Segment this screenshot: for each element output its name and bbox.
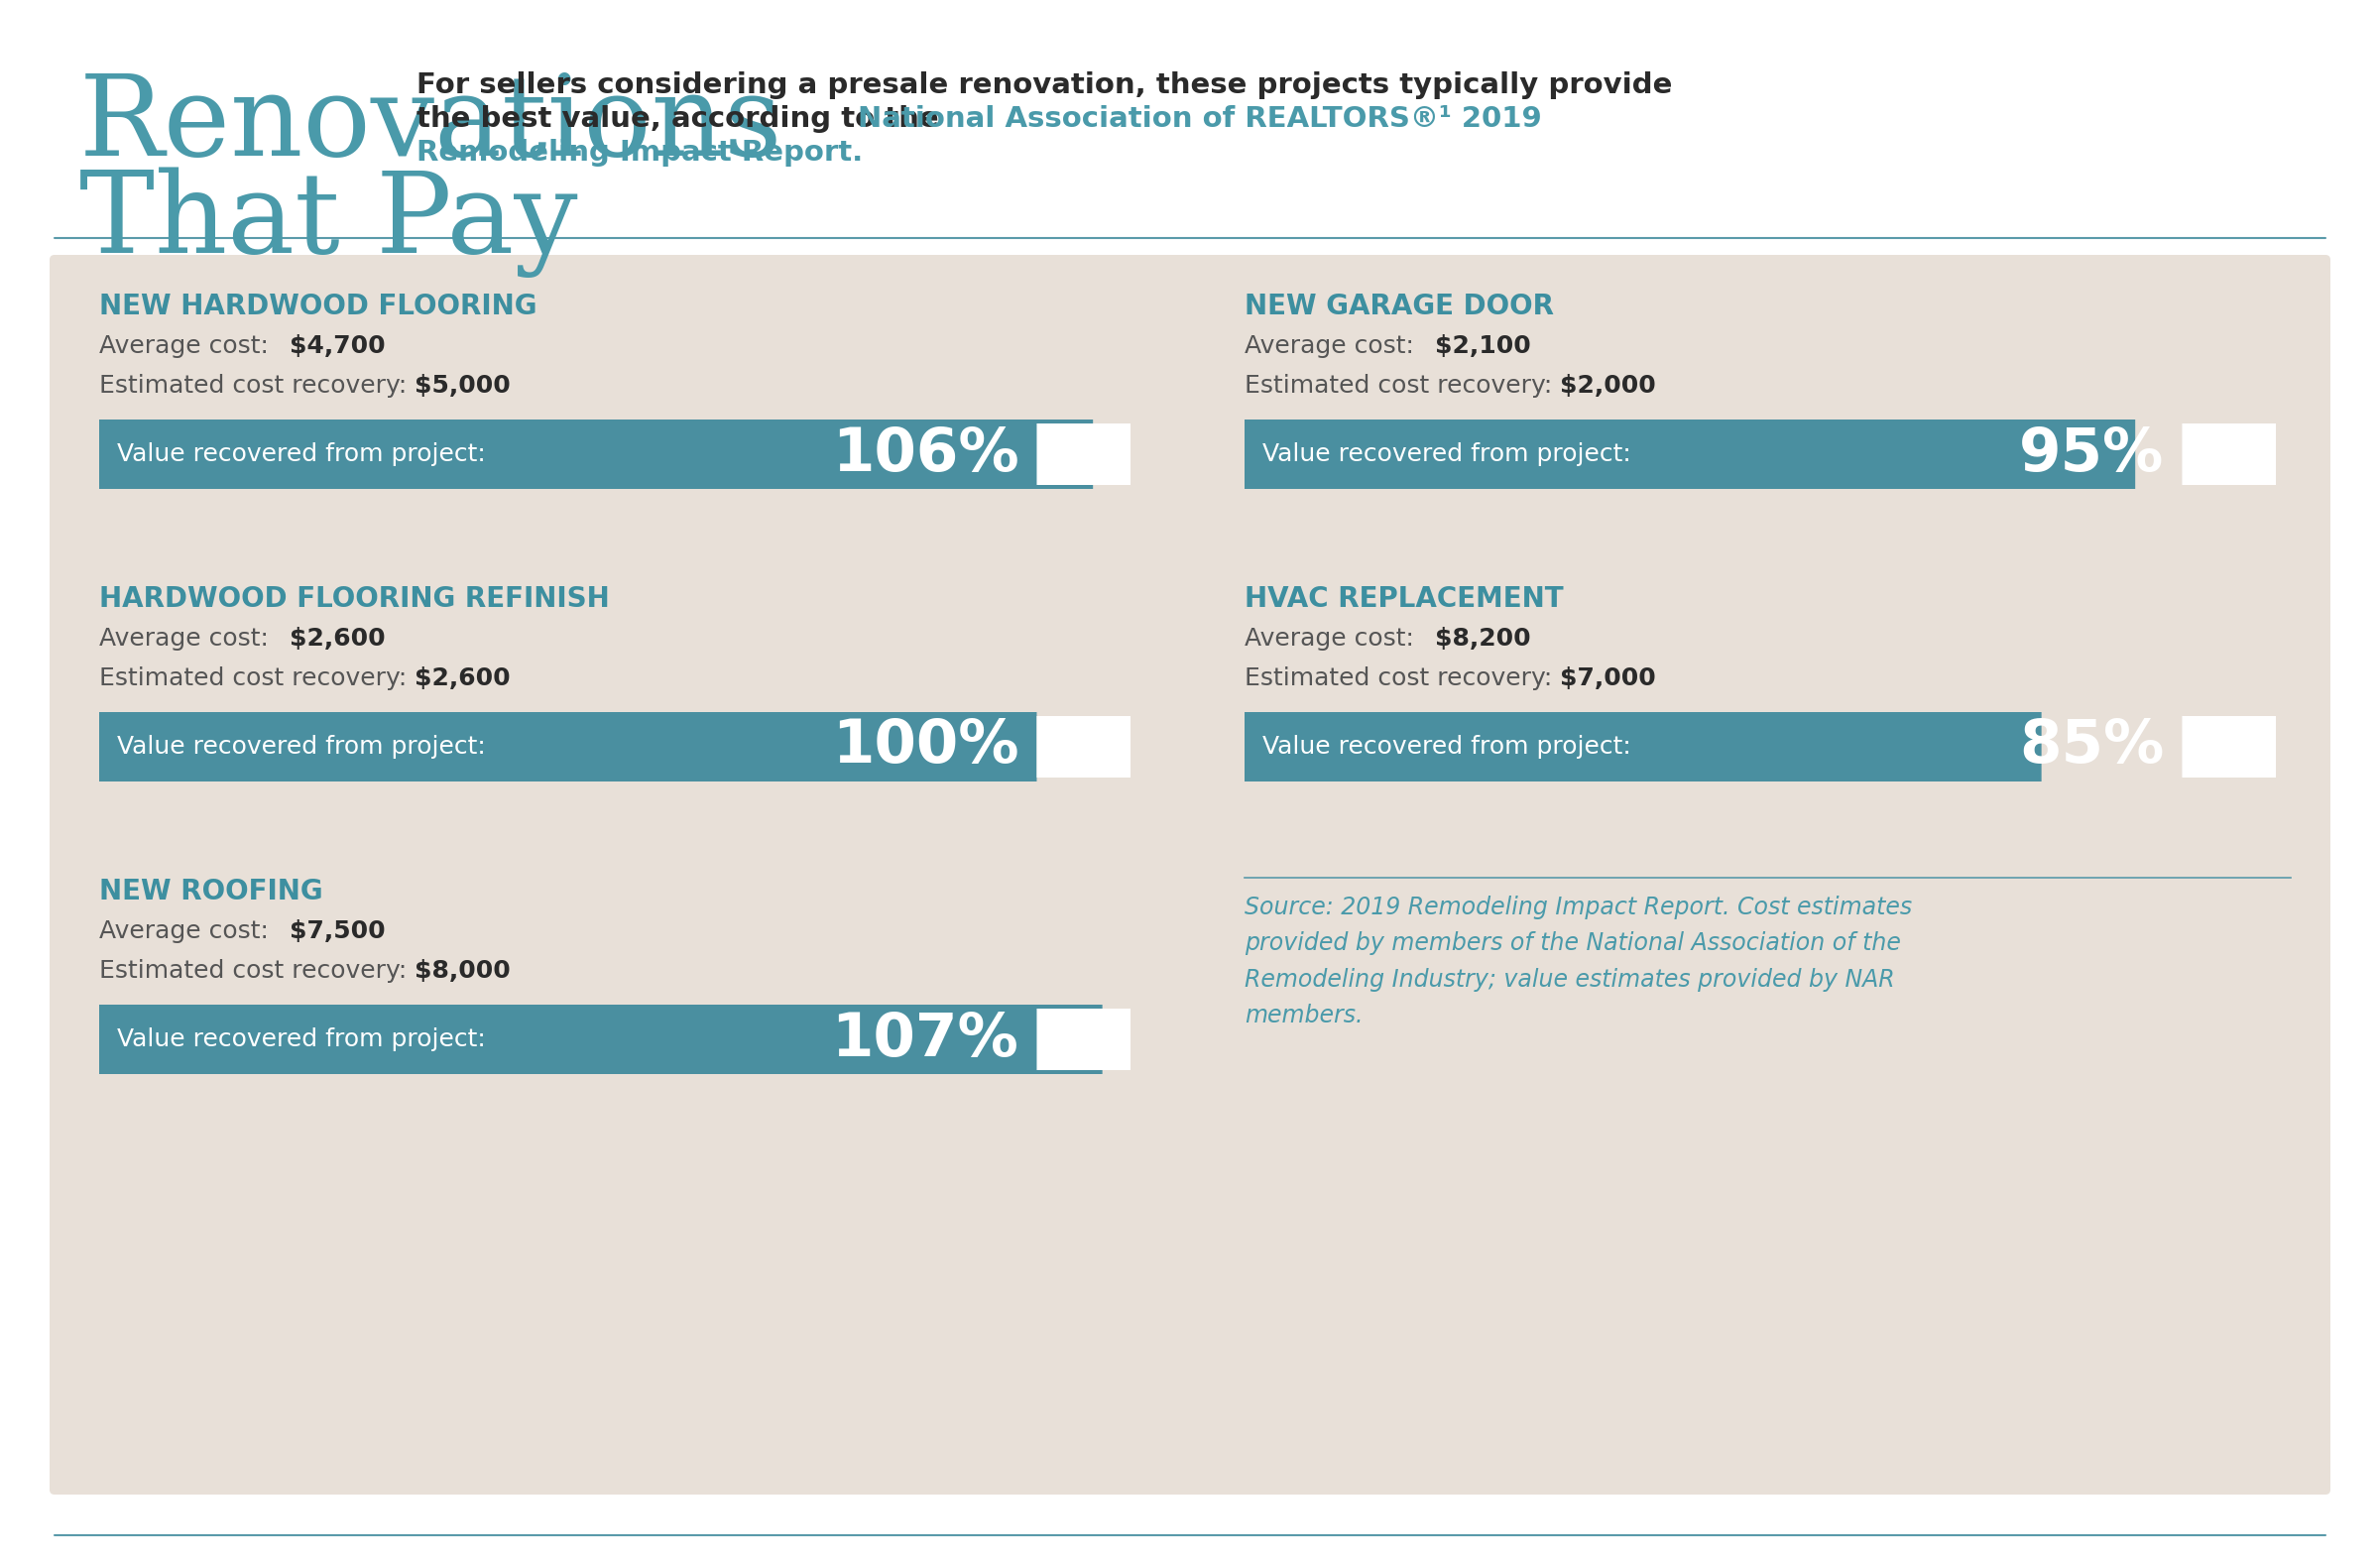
Text: Estimated cost recovery:: Estimated cost recovery: bbox=[1245, 667, 1561, 690]
FancyBboxPatch shape bbox=[1245, 420, 2135, 489]
Text: 100%: 100% bbox=[833, 717, 1019, 776]
Text: Value recovered from project:: Value recovered from project: bbox=[117, 1028, 486, 1051]
Text: $8,000: $8,000 bbox=[414, 959, 509, 982]
Text: $2,100: $2,100 bbox=[1435, 334, 1530, 358]
Text: $2,600: $2,600 bbox=[414, 667, 509, 690]
Text: Estimated cost recovery:: Estimated cost recovery: bbox=[100, 667, 414, 690]
Text: $5,000: $5,000 bbox=[414, 373, 509, 398]
Text: 107%: 107% bbox=[831, 1011, 1019, 1068]
FancyBboxPatch shape bbox=[100, 420, 1092, 489]
Text: $4,700: $4,700 bbox=[290, 334, 386, 358]
FancyBboxPatch shape bbox=[100, 1004, 1102, 1075]
Text: 106%: 106% bbox=[831, 425, 1019, 484]
Text: NEW ROOFING: NEW ROOFING bbox=[100, 878, 324, 906]
Text: HARDWOOD FLOORING REFINISH: HARDWOOD FLOORING REFINISH bbox=[100, 586, 609, 612]
Text: Average cost:: Average cost: bbox=[1245, 334, 1421, 358]
FancyBboxPatch shape bbox=[1038, 1009, 1130, 1070]
Text: the best value, according to the: the best value, according to the bbox=[416, 105, 950, 133]
FancyBboxPatch shape bbox=[2182, 715, 2275, 778]
Text: Remodeling Impact Report.: Remodeling Impact Report. bbox=[416, 139, 864, 167]
Text: National Association of REALTORS®¹ 2019: National Association of REALTORS®¹ 2019 bbox=[857, 105, 1542, 133]
Text: Value recovered from project:: Value recovered from project: bbox=[1261, 442, 1630, 465]
Text: 95%: 95% bbox=[2018, 425, 2163, 484]
Text: Estimated cost recovery:: Estimated cost recovery: bbox=[100, 959, 414, 982]
Text: For sellers considering a presale renovation, these projects typically provide: For sellers considering a presale renova… bbox=[416, 72, 1673, 98]
Text: Estimated cost recovery:: Estimated cost recovery: bbox=[100, 373, 414, 398]
Text: 85%: 85% bbox=[2018, 717, 2163, 776]
Text: Average cost:: Average cost: bbox=[1245, 626, 1421, 651]
Text: Value recovered from project:: Value recovered from project: bbox=[117, 442, 486, 465]
FancyBboxPatch shape bbox=[100, 712, 1038, 781]
Text: HVAC REPLACEMENT: HVAC REPLACEMENT bbox=[1245, 586, 1564, 612]
Text: NEW HARDWOOD FLOORING: NEW HARDWOOD FLOORING bbox=[100, 292, 538, 320]
FancyBboxPatch shape bbox=[2182, 423, 2275, 484]
FancyBboxPatch shape bbox=[1245, 712, 2042, 781]
Text: Estimated cost recovery:: Estimated cost recovery: bbox=[1245, 373, 1561, 398]
Text: Source: 2019 Remodeling Impact Report. Cost estimates
provided by members of the: Source: 2019 Remodeling Impact Report. C… bbox=[1245, 895, 1911, 1028]
Text: Value recovered from project:: Value recovered from project: bbox=[1261, 734, 1630, 759]
Text: Average cost:: Average cost: bbox=[100, 334, 276, 358]
Text: That Pay: That Pay bbox=[79, 167, 578, 276]
FancyBboxPatch shape bbox=[1038, 715, 1130, 778]
Text: $7,000: $7,000 bbox=[1559, 667, 1656, 690]
Text: Value recovered from project:: Value recovered from project: bbox=[117, 734, 486, 759]
Text: Renovations: Renovations bbox=[79, 69, 783, 180]
Text: $7,500: $7,500 bbox=[290, 920, 386, 943]
FancyBboxPatch shape bbox=[50, 255, 2330, 1495]
Text: Average cost:: Average cost: bbox=[100, 920, 276, 943]
FancyBboxPatch shape bbox=[1038, 423, 1130, 484]
Text: NEW GARAGE DOOR: NEW GARAGE DOOR bbox=[1245, 292, 1554, 320]
Text: $8,200: $8,200 bbox=[1435, 626, 1530, 651]
Text: $2,600: $2,600 bbox=[290, 626, 386, 651]
Text: Average cost:: Average cost: bbox=[100, 626, 276, 651]
Text: $2,000: $2,000 bbox=[1559, 373, 1656, 398]
